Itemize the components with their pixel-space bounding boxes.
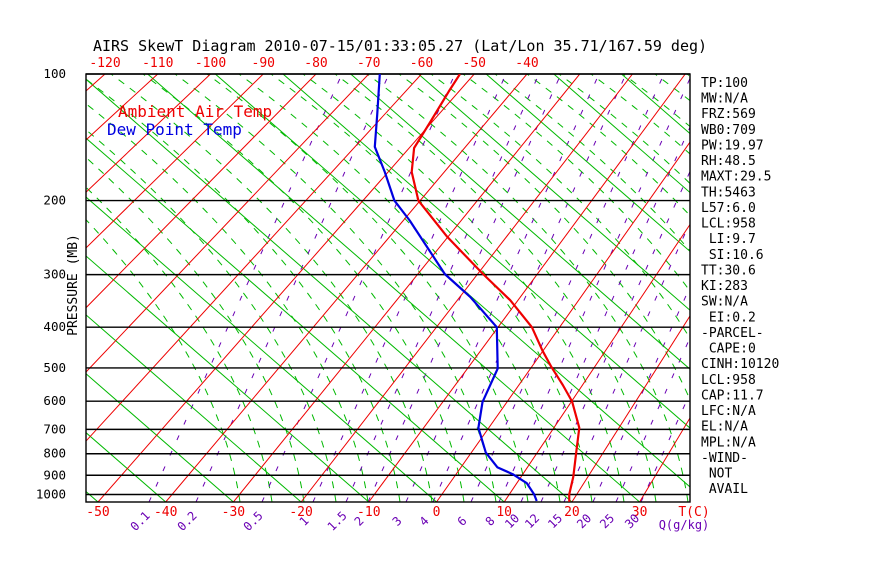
top-temp-tick-label: -120 [89, 56, 120, 71]
mixing-ratio-unit-label: Q(g/kg) [659, 518, 710, 532]
mixing-ratio-tick-label: 6 [455, 514, 470, 529]
mixing-ratio-line [262, 74, 455, 502]
stat-line: PW:19.97 [701, 138, 764, 153]
mixing-ratio-line [521, 74, 714, 502]
pressure-tick-label: 300 [43, 267, 66, 282]
stat-line: MPL:N/A [701, 435, 756, 450]
stat-line: RH:48.5 [701, 154, 756, 169]
temperature-profile [412, 74, 580, 502]
mixing-ratio-line [313, 74, 506, 502]
mixing-ratio-tick-label: 0.1 [128, 509, 153, 534]
pressure-tick-label: 500 [43, 360, 66, 375]
stat-line: AVAIL [701, 482, 748, 497]
mixing-ratio-tick-label: 4 [417, 514, 432, 529]
stat-line: MAXT:29.5 [701, 170, 771, 185]
dewpoint-profile [375, 74, 537, 501]
top-temp-tick-label: -50 [463, 56, 486, 71]
stat-line: EL:N/A [701, 420, 748, 435]
mixing-ratio-tick-label: 25 [597, 511, 617, 531]
sounding-profiles [375, 74, 580, 502]
stat-line: TP:100 [701, 76, 748, 91]
mixing-ratio-line [368, 74, 561, 502]
top-temp-tick-label: -70 [357, 56, 380, 71]
moist-adiabat-line [495, 74, 816, 502]
top-temp-tick-label: -40 [515, 56, 538, 71]
isotherm-line [301, 74, 632, 502]
top-temp-tick-label: -110 [142, 56, 173, 71]
stat-line: KI:283 [701, 279, 748, 294]
pressure-tick-label: 600 [43, 393, 66, 408]
moist-adiabat-line [207, 74, 528, 502]
stat-line: TH:5463 [701, 185, 756, 200]
dry-adiabat-line [418, 74, 870, 502]
stat-line: -WIND- [701, 451, 748, 466]
pressure-tick-label: 1000 [36, 487, 66, 502]
stat-line: WB0:709 [701, 123, 756, 138]
pressure-tick-label: 700 [43, 421, 66, 436]
mixing-ratio-tick-label: 3 [390, 514, 405, 529]
mixing-ratio-tick-label: 1.5 [325, 509, 350, 534]
moist-adiabat-line [271, 74, 592, 502]
top-temp-tick-label: -100 [195, 56, 226, 71]
stat-line: TT:30.6 [701, 263, 756, 278]
moist-adiabat-line [527, 74, 848, 502]
pressure-axis-label: PRESSURE (MB) [66, 234, 81, 336]
bottom-temp-tick-label: -40 [154, 505, 177, 520]
pressure-tick-label: 900 [43, 467, 66, 482]
isotherm-line [369, 74, 685, 502]
stat-line: LFC:N/A [701, 404, 756, 419]
stat-line: L57:6.0 [701, 201, 756, 216]
stat-line: EI:0.2 [701, 310, 756, 325]
bottom-temp-tick-label: 0 [433, 505, 441, 520]
mixing-ratio-tick-label: 0.2 [175, 509, 200, 534]
pressure-tick-label: 800 [43, 446, 66, 461]
bottom-temp-tick-label: -30 [222, 505, 245, 520]
mixing-ratio-tick-label: 12 [522, 511, 542, 531]
stat-line: LCL:958 [701, 217, 756, 232]
stat-line: -PARCEL- [701, 326, 764, 341]
moist-adiabat-line [335, 74, 656, 502]
mixing-ratio-tick-label: 15 [545, 511, 565, 531]
chart-title: AIRS SkewT Diagram 2010-07-15/01:33:05.2… [93, 37, 707, 55]
stat-line: FRZ:569 [701, 107, 756, 122]
pressure-tick-label: 100 [43, 66, 66, 81]
legend-ambient-air-temp: Ambient Air Temp [118, 102, 272, 121]
stat-line: LCL:958 [701, 373, 756, 388]
bottom-temp-tick-label: -50 [86, 505, 109, 520]
dry-adiabat-line [351, 74, 843, 502]
isotherm-line [0, 74, 52, 502]
stat-line: CAPE:0 [701, 342, 756, 357]
stat-line: MW:N/A [701, 92, 748, 107]
top-temp-tick-label: -60 [410, 56, 433, 71]
stat-line: CINH:10120 [701, 357, 779, 372]
pressure-tick-label: 200 [43, 193, 66, 208]
top-temp-tick-label: -90 [252, 56, 275, 71]
dry-adiabat-line [0, 74, 98, 502]
stat-line: CAP:11.7 [701, 388, 764, 403]
moist-adiabat-line [239, 74, 560, 502]
pressure-tick-label: 400 [43, 319, 66, 334]
stats-panel: TP:100MW:N/AFRZ:569WB0:709PW:19.97RH:48.… [701, 76, 779, 497]
stat-line: SI:10.6 [701, 248, 764, 263]
stat-line: SW:N/A [701, 295, 748, 310]
stat-line: LI:9.7 [701, 232, 756, 247]
mixing-ratio-line [471, 74, 664, 502]
legend-dew-point-temp: Dew Point Temp [107, 120, 242, 139]
top-temp-tick-label: -80 [304, 56, 327, 71]
stat-line: NOT [701, 467, 732, 482]
